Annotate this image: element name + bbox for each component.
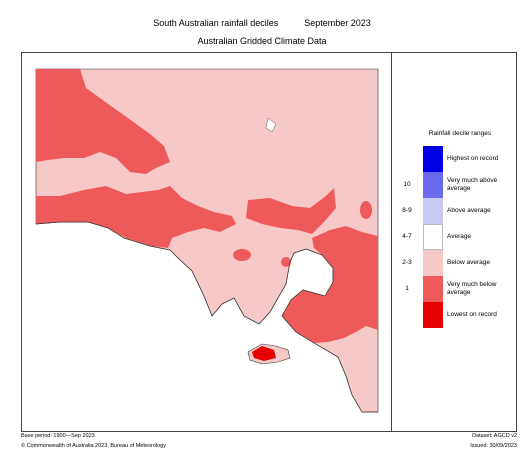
legend-label: Very much above average (447, 176, 498, 192)
legend-swatch (423, 224, 443, 250)
legend-range (392, 146, 422, 172)
land-very-much-below-west (36, 69, 170, 174)
issued-date: Issued: 30/09/2023 (470, 443, 517, 449)
legend-row-very-much-above: 10 Very much above average (392, 172, 516, 198)
legend-range: 8-9 (402, 207, 412, 214)
legend-row-highest: Highest on record (392, 146, 516, 172)
legend-label: Very much below average (447, 280, 497, 296)
map-frame (21, 52, 517, 432)
land-very-much-below-central (246, 188, 336, 234)
legend-swatch (423, 198, 443, 224)
legend-row-lowest: Lowest on record (392, 302, 516, 328)
map-subtitle: Australian Gridded Climate Data (197, 36, 327, 46)
lake (265, 117, 277, 133)
legend-range: 1 (405, 285, 409, 292)
legend-swatch (423, 302, 443, 328)
legend-row-above: 8-9 Above average (392, 198, 516, 224)
kangaroo-island-lowest (252, 346, 276, 361)
legend-divider (391, 52, 392, 432)
legend-row-below: 2-3 Below average (392, 250, 516, 276)
land-very-much-below-east (282, 226, 378, 343)
legend-label: Average (447, 232, 472, 240)
legend-range: 4-7 (402, 233, 412, 240)
dataset-label: Dataset: AGCD v2 (472, 433, 517, 439)
land-very-much-below-southwest (36, 186, 236, 248)
land-very-much-below-patch-3 (360, 201, 372, 219)
base-period: Base period: 1900—Sep 2023 (21, 433, 95, 439)
copyright: © Commonwealth of Australia 2023, Bureau… (21, 443, 166, 449)
land-very-much-below-patch-2 (281, 257, 291, 267)
coastline (35, 221, 378, 413)
legend-label: Lowest on record (447, 310, 497, 318)
legend-swatch (423, 172, 443, 198)
legend-swatch (423, 250, 443, 276)
legend-swatch (423, 276, 443, 302)
legend-title: Rainfall decile ranges (428, 130, 492, 137)
map-title-period: September 2023 (304, 18, 371, 28)
legend-range: 10 (403, 181, 411, 188)
map-title: South Australian rainfall deciles Septemb… (0, 18, 524, 28)
legend-range (392, 302, 422, 328)
land-very-much-below-patch (233, 249, 251, 261)
legend-label: Below average (447, 258, 490, 266)
legend-range: 2-3 (402, 259, 412, 266)
legend-row-average: 4-7 Average (392, 224, 516, 250)
legend-label: Above average (447, 206, 491, 214)
legend-label: Highest on record (447, 154, 499, 162)
map-title-main: South Australian rainfall deciles (153, 18, 279, 28)
legend-swatch (423, 146, 443, 172)
legend-row-very-much-below: 1 Very much below average (392, 276, 516, 302)
